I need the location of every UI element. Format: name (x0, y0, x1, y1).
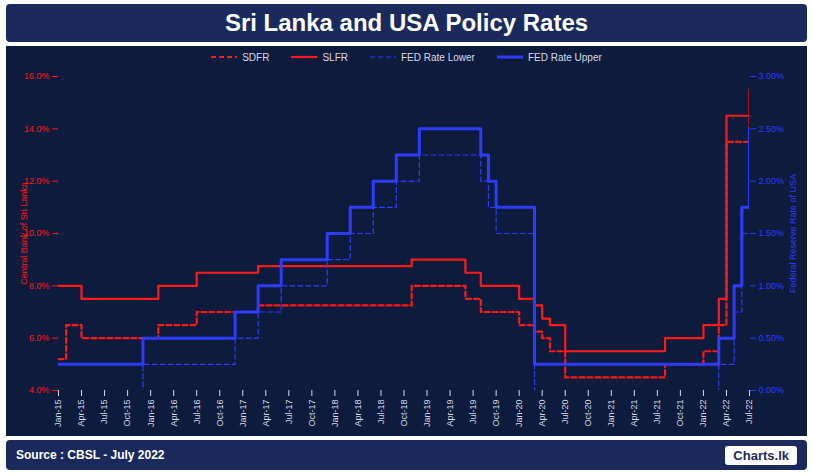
svg-text:Jan-17: Jan-17 (238, 400, 248, 428)
svg-text:Jan-16: Jan-16 (146, 400, 156, 428)
svg-text:Jul-17: Jul-17 (284, 400, 294, 425)
svg-text:Oct-17: Oct-17 (307, 400, 317, 427)
svg-text:Federal Reserve Rate of USA: Federal Reserve Rate of USA (788, 174, 798, 293)
svg-text:1.00%: 1.00% (759, 281, 785, 291)
svg-text:Oct-18: Oct-18 (399, 400, 409, 427)
html-text:FED Rate Lower: FED Rate Lower (401, 51, 475, 63)
svg-text:Oct-15: Oct-15 (122, 400, 132, 427)
svg-text:Oct-16: Oct-16 (215, 400, 225, 427)
svg-text:Jan-19: Jan-19 (422, 400, 432, 428)
svg-text:4.0%: 4.0% (29, 385, 50, 395)
svg-text:Jan-22: Jan-22 (698, 400, 708, 428)
svg-text:1.50%: 1.50% (759, 228, 785, 238)
svg-text:3.00%: 3.00% (759, 71, 785, 81)
svg-text:Apr-16: Apr-16 (169, 400, 179, 427)
svg-text:Apr-15: Apr-15 (76, 400, 86, 427)
svg-text:14.0%: 14.0% (24, 124, 50, 134)
svg-text:6.0%: 6.0% (29, 333, 50, 343)
html-text:Charts.lk: Charts.lk (733, 447, 789, 463)
svg-text:Oct-21: Oct-21 (675, 400, 685, 427)
svg-text:Jul-16: Jul-16 (192, 400, 202, 425)
svg-text:10.0%: 10.0% (24, 228, 50, 239)
svg-text:Jul-19: Jul-19 (468, 400, 478, 425)
html-text:FED Rate Upper: FED Rate Upper (527, 51, 602, 63)
svg-text:Apr-22: Apr-22 (721, 400, 731, 427)
svg-text:Oct-20: Oct-20 (583, 400, 593, 427)
html-text:SLFR: SLFR (322, 51, 348, 63)
svg-text:8.0%: 8.0% (29, 281, 50, 291)
html-text:Sri Lanka and USA Policy Rates: Sri Lanka and USA Policy Rates (224, 9, 589, 36)
svg-text:Apr-21: Apr-21 (629, 400, 639, 427)
svg-text:Jul-21: Jul-21 (652, 400, 662, 425)
svg-text:16.0%: 16.0% (24, 71, 50, 81)
svg-text:Jul-22: Jul-22 (744, 400, 754, 425)
svg-text:12.0%: 12.0% (24, 176, 50, 186)
svg-text:Jul-15: Jul-15 (99, 400, 109, 425)
svg-text:Oct-19: Oct-19 (491, 400, 501, 427)
svg-text:Central Bank of Sri Lanka: Central Bank of Sri Lanka (19, 182, 29, 285)
svg-text:Apr-19: Apr-19 (445, 400, 455, 427)
html-text:Source : CBSL - July 2022: Source : CBSL - July 2022 (16, 448, 165, 462)
svg-text:2.00%: 2.00% (759, 176, 785, 186)
svg-text:Jan-20: Jan-20 (514, 400, 524, 428)
svg-text:Jan-18: Jan-18 (330, 400, 340, 428)
html-text:SDFR: SDFR (242, 51, 270, 63)
svg-text:Apr-17: Apr-17 (261, 400, 271, 427)
svg-text:0.50%: 0.50% (759, 333, 785, 343)
svg-text:Jan-15: Jan-15 (53, 400, 63, 428)
svg-text:Apr-20: Apr-20 (537, 400, 547, 427)
svg-text:Jul-20: Jul-20 (560, 400, 570, 425)
svg-text:Apr-18: Apr-18 (353, 400, 363, 427)
svg-text:Jan-21: Jan-21 (606, 400, 616, 428)
svg-text:Jul-18: Jul-18 (376, 400, 386, 425)
svg-text:0.00%: 0.00% (759, 385, 785, 395)
svg-text:2.50%: 2.50% (759, 124, 785, 134)
